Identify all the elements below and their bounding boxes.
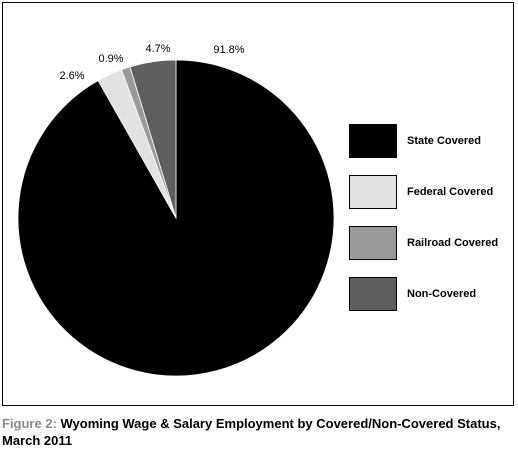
legend-swatch-federal-covered xyxy=(349,175,397,209)
chart-frame: 91.8% 2.6% 0.9% 4.7% State Covered Federal … xyxy=(2,2,514,406)
data-label-federal-covered: 2.6% xyxy=(59,70,84,82)
figure-caption-text: Wyoming Wage & Salary Employment by Cove… xyxy=(2,416,501,448)
legend-label-non-covered: Non-Covered xyxy=(407,288,477,300)
legend-label-federal-covered: Federal Covered xyxy=(407,186,494,198)
legend-swatch-state-covered xyxy=(349,124,397,158)
legend-item-state-covered: State Covered xyxy=(349,123,481,159)
figure-caption-prefix: Figure 2: xyxy=(2,416,57,431)
legend-swatch-railroad-covered xyxy=(349,226,397,260)
legend-label-railroad-covered: Railroad Covered xyxy=(407,237,499,249)
figure-caption: Figure 2: Wyoming Wage & Salary Employme… xyxy=(2,415,514,449)
legend-item-federal-covered: Federal Covered xyxy=(349,174,493,210)
legend-item-railroad-covered: Railroad Covered xyxy=(349,225,498,261)
legend-item-non-covered: Non-Covered xyxy=(349,276,476,312)
pie-chart: 91.8% 2.6% 0.9% 4.7% xyxy=(17,43,335,377)
data-label-railroad-covered: 0.9% xyxy=(98,53,123,65)
data-label-state-covered: 91.8% xyxy=(213,44,244,56)
legend-label-state-covered: State Covered xyxy=(407,135,481,147)
legend-swatch-non-covered xyxy=(349,277,397,311)
pie-slice-non-covered xyxy=(129,59,177,219)
data-label-non-covered: 4.7% xyxy=(145,43,170,55)
